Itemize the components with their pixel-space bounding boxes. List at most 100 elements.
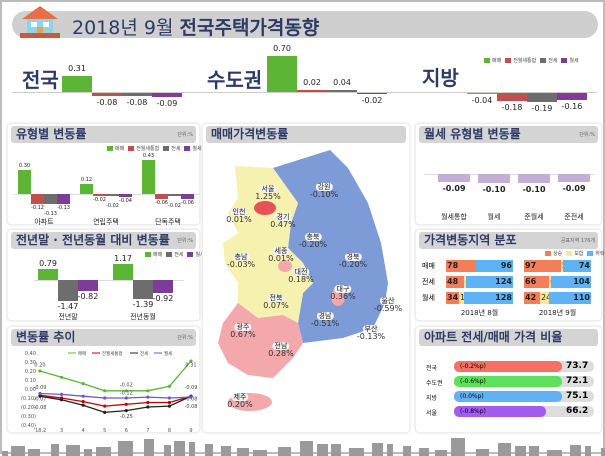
- region-value: -0.13%: [356, 332, 386, 341]
- map-daejeon: [278, 260, 292, 272]
- data-point: [146, 405, 150, 409]
- y-tick-label: (0.10): [21, 396, 36, 402]
- bar: [31, 194, 44, 204]
- series-line: [39, 360, 192, 392]
- region-value: 0.28%: [268, 349, 294, 358]
- distribution-segment: 124: [465, 276, 513, 288]
- unit-label: 단위:%: [579, 132, 595, 138]
- data-point: [38, 394, 42, 398]
- region-value: 0.67%: [230, 330, 256, 339]
- summary-bar: [92, 92, 122, 97]
- region-name: 전남: [272, 342, 290, 350]
- x-tick-label: 4: [82, 428, 85, 433]
- x-tick-label: '18.2: [34, 428, 47, 433]
- data-point: [103, 396, 107, 400]
- data-point: [124, 409, 128, 413]
- summary-value: -0.18: [501, 103, 523, 113]
- region-name: 서울: [259, 185, 277, 193]
- map-region-east: [273, 150, 388, 343]
- bar-value: -0.13: [57, 205, 70, 212]
- legend-entry: 전세: [140, 350, 148, 357]
- map-seoul: [254, 201, 276, 215]
- panel-title: 유형별 변동률: [11, 126, 196, 143]
- summary-value: 0.31: [68, 64, 86, 74]
- region-title: 전국: [22, 68, 59, 92]
- data-point: [59, 398, 64, 402]
- unit-label: 단위:%: [177, 335, 193, 341]
- x-tick-label: 3: [60, 428, 63, 433]
- bar-value: 1.17: [114, 253, 132, 263]
- category-label: 전년동월: [130, 313, 156, 321]
- summary-value: -0.08: [96, 98, 118, 108]
- building-shape: [144, 439, 154, 456]
- ratio-value: 75.1: [566, 391, 589, 401]
- bar-value: -0.10: [482, 185, 506, 194]
- panel-title: 가격변동지역 분포: [419, 232, 598, 249]
- distribution-segment: 128: [464, 292, 513, 304]
- distribution-segment: 66: [524, 276, 550, 288]
- map-region-label: 경남 -0.51%: [311, 312, 339, 328]
- building-shape: [253, 450, 267, 456]
- x-tick-label: 6: [125, 428, 128, 433]
- map-region-label: 경북 -0.20%: [339, 253, 367, 269]
- map-region-label: 강원 -0.10%: [310, 183, 338, 199]
- building-shape: [164, 445, 171, 456]
- building-shape: [529, 446, 539, 456]
- bar-value: -0.02: [168, 202, 181, 209]
- ratio-label: 전국: [426, 365, 438, 372]
- x-tick-label: 9: [189, 428, 192, 433]
- bar-value: -0.06: [155, 199, 168, 206]
- region-value: 0.47%: [270, 220, 296, 229]
- region-value: -0.03%: [226, 260, 256, 269]
- building-shape: [278, 447, 291, 456]
- map-region-label: 전북 0.07%: [263, 294, 289, 310]
- bar-value: 0.12: [80, 177, 93, 184]
- bar-value: -0.13: [44, 211, 57, 218]
- region-value: 1.25%: [255, 192, 281, 201]
- korea-map: [218, 150, 388, 411]
- region-value: 0.07%: [263, 301, 289, 310]
- map-region-label: 광주 0.67%: [230, 323, 256, 339]
- building-shape: [221, 446, 231, 456]
- bar-value: -1.39: [132, 300, 154, 310]
- row-label: 월세: [422, 294, 435, 302]
- house-logo-icon: [20, 6, 60, 38]
- data-annotation: -0.09: [185, 385, 198, 391]
- region-value: 0.01%: [268, 254, 294, 263]
- legend-entry: 월세: [164, 350, 172, 357]
- bar-value: 0.30: [18, 163, 31, 169]
- series-line: [39, 392, 192, 399]
- map-region-label: 대구 0.36%: [330, 285, 356, 301]
- distribution-segment: 48: [446, 276, 465, 288]
- bar: [133, 280, 153, 300]
- data-point: [189, 395, 193, 399]
- legend: 매매 전월세통합 전세 월세: [103, 145, 202, 152]
- series-line: [39, 394, 192, 407]
- region-name: 부산: [362, 325, 380, 333]
- bar: [57, 194, 70, 205]
- summary-value: 0.70: [273, 44, 291, 54]
- panel-title: 월세 유형별 변동률: [419, 126, 598, 143]
- bar-value: -0.92: [152, 293, 174, 303]
- summary-bar: [557, 92, 587, 101]
- row-label: 매매: [422, 262, 435, 270]
- summary-value: -0.09: [156, 98, 178, 108]
- legend-entry: 매매: [78, 350, 86, 357]
- category-label: 연립주택: [93, 218, 119, 226]
- building-shape: [174, 441, 185, 456]
- data-annotation: -0.08: [185, 397, 198, 403]
- data-point: [103, 410, 107, 414]
- data-point: [146, 389, 150, 393]
- data-point: [167, 396, 172, 400]
- bar: [93, 194, 106, 196]
- building-shape: [451, 438, 465, 456]
- bar: [80, 184, 93, 194]
- region-value: -0.20%: [298, 240, 328, 249]
- header-banner: 2018년 9월 전국주택가격동향: [12, 6, 598, 39]
- summary-bar: [122, 92, 152, 97]
- y-tick-label: (0.30): [21, 414, 36, 420]
- summary-bar: [62, 76, 92, 92]
- y-tick-label: 0.40: [25, 351, 36, 357]
- bar: [113, 263, 133, 280]
- y-tick-label: (0.20): [21, 405, 36, 411]
